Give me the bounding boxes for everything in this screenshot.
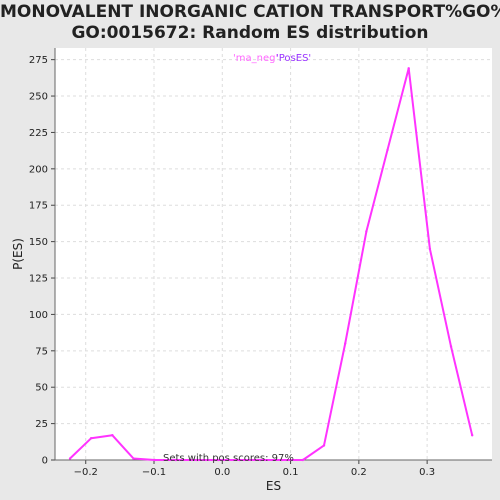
data-point [343,342,347,345]
y-tick-label: 0 [42,456,48,467]
series-layer [68,67,474,462]
y-tick-label: 25 [35,419,48,430]
data-point [407,67,410,70]
chart-title-line-2: GO:0015672: Random ES distribution [71,23,429,43]
data-point [259,458,262,462]
data-point [428,247,432,251]
series-line [69,67,474,461]
pos-scores-annotation: Sets with pos scores: 97% [163,453,294,464]
y-tick-label: 250 [29,92,48,103]
x-axis-label: ES [266,479,281,493]
plot-area [55,48,492,460]
x-tick-label: 0.2 [351,467,367,478]
y-axis-label: P(ES) [11,238,25,270]
y-tick-label: 100 [29,310,48,321]
legend-entry-poses: 'PosES' [276,53,311,64]
data-point [153,458,156,462]
data-point [301,458,305,462]
data-point [322,444,326,447]
x-tick-label: −0.1 [142,467,166,478]
data-point [365,230,368,233]
y-tick-label: 275 [29,55,48,66]
data-point [238,458,241,462]
y-tick-label: 175 [29,201,48,212]
data-point [195,458,199,462]
x-tick-label: 0.3 [419,467,435,478]
data-point [174,458,178,462]
chart-title-line-1: MONOVALENT INORGANIC CATION TRANSPORT%GO… [0,2,500,22]
data-point [111,434,114,437]
grid-lines [55,48,492,461]
data-point [68,457,72,460]
data-point [470,434,474,437]
x-tick-label: −0.2 [74,467,98,478]
data-point [386,148,389,152]
legend-entry-ma-neg: 'ma_neg' [233,53,278,64]
data-point [216,458,220,462]
legend: 'ma_neg''PosES' [233,53,311,64]
y-tick-label: 75 [35,346,48,357]
y-tick-label: 150 [29,237,48,248]
y-tick-label: 225 [29,128,48,139]
data-point [132,457,135,460]
x-tick-label: 0.1 [283,467,299,478]
axes: 0 25 50 75 100 125 150 175 200 225 250 275 −0.2 −0.1 0… [29,48,492,478]
data-point [89,436,93,440]
y-tick-label: 125 [29,274,48,285]
y-tick-label: 200 [29,164,48,175]
data-point [280,458,283,462]
data-point [449,345,453,348]
y-tick-label: 50 [35,383,48,394]
x-tick-label: 0.0 [214,467,230,478]
